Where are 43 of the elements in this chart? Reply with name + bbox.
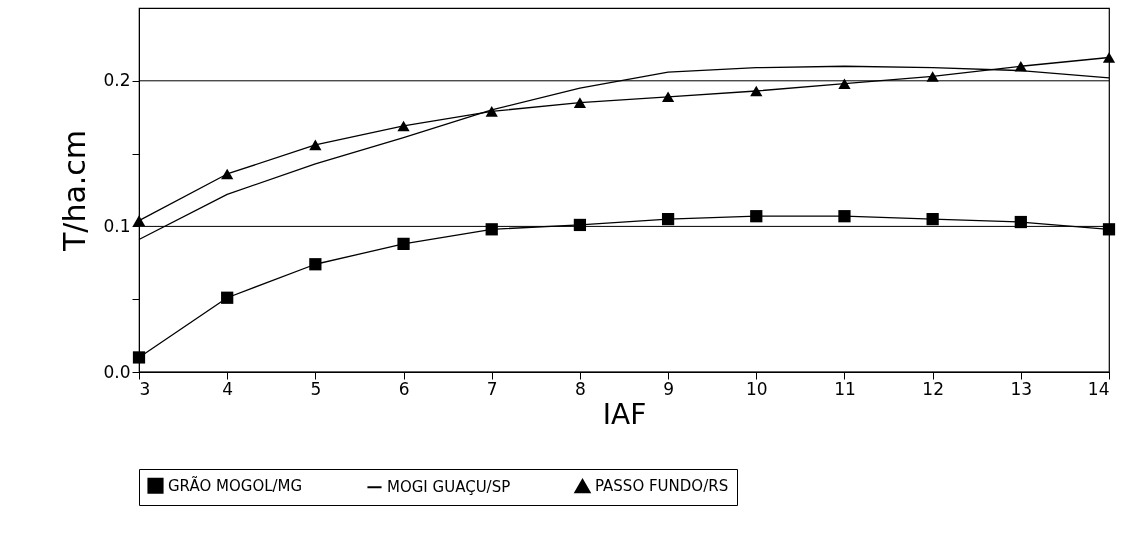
x-tick-label: 14 [1087,378,1110,399]
point [485,106,498,117]
point [573,218,587,232]
x-tick-label: 6 [398,378,410,399]
x-axis-title: IAF [602,397,647,431]
point [661,91,675,103]
x-tick-label: 13 [1010,378,1033,399]
point [309,258,322,271]
point [750,210,763,223]
point [397,120,410,132]
x-tick-label: 8 [574,378,586,399]
y-tick-label: 0.1 [103,215,131,236]
legend-label: PASSO FUNDO/RS [595,477,729,496]
x-tick-label: 5 [310,378,322,399]
point [838,78,851,90]
point [485,223,498,236]
point [1014,215,1027,229]
point [132,351,146,364]
point [1014,60,1027,72]
point [1102,223,1116,236]
point [1102,52,1116,63]
x-tick-label: 10 [745,378,768,399]
point [221,168,234,180]
x-tick-label: 3 [139,378,151,399]
x-tick-label: 12 [922,378,944,399]
point [661,213,675,226]
x-tick-label: 9 [663,378,674,399]
point [926,213,939,226]
x-tick-label: 11 [834,378,856,399]
x-tick-label: 4 [222,378,234,399]
y-tick-label: 0.0 [103,361,131,382]
point [838,210,851,223]
point [926,71,939,82]
y-axis-title: T/ha.cm [57,129,93,253]
legend-label: GRÃO MOGOL/MG [168,475,303,495]
point [750,85,763,97]
x-tick-label: 7 [486,378,498,399]
point [309,139,322,151]
y-tick-label: 0.2 [103,70,131,91]
point [397,237,410,250]
legend-label: MOGI GUAÇU/SP [387,478,511,497]
point [573,97,587,108]
point [221,291,234,304]
